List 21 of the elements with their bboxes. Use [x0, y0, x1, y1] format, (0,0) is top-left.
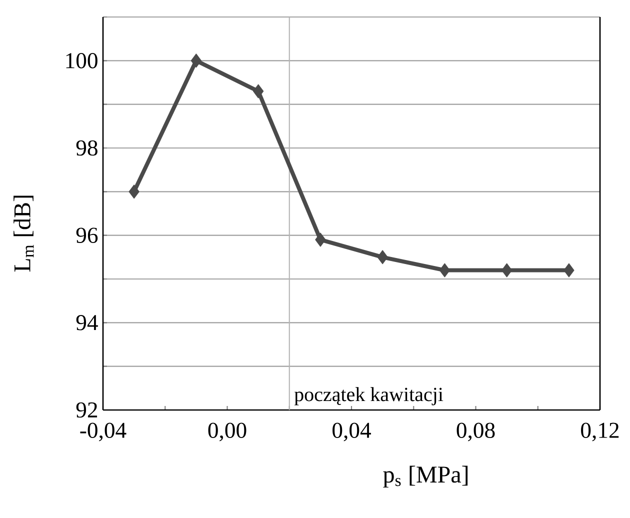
y-tick-label: 92: [76, 402, 98, 418]
point: [252, 84, 264, 98]
point: [439, 263, 450, 278]
point: [377, 250, 388, 264]
x-tick-label: -0,04: [80, 422, 126, 442]
point: [190, 54, 202, 68]
y-tick-label: 100: [66, 53, 98, 68]
x-tick-label: 0,08: [456, 422, 495, 442]
ref-line-label: początek kawitacji: [294, 387, 444, 406]
y-tick-label: 94: [76, 315, 98, 330]
y-tick-label: 96: [76, 228, 98, 243]
point: [128, 184, 140, 199]
point: [501, 263, 512, 278]
y-tick-label: 98: [76, 140, 98, 156]
point: [564, 263, 574, 278]
point: [315, 232, 326, 247]
y-axis-title: L$_{m}$ [dB]: [14, 196, 34, 272]
x-tick-label: 0,12: [581, 422, 619, 442]
x-tick-label: 0,04: [332, 422, 371, 442]
x-axis-title: p$_{s}$ [MPa]: [383, 466, 468, 488]
x-tick-label: 0,00: [208, 422, 246, 442]
